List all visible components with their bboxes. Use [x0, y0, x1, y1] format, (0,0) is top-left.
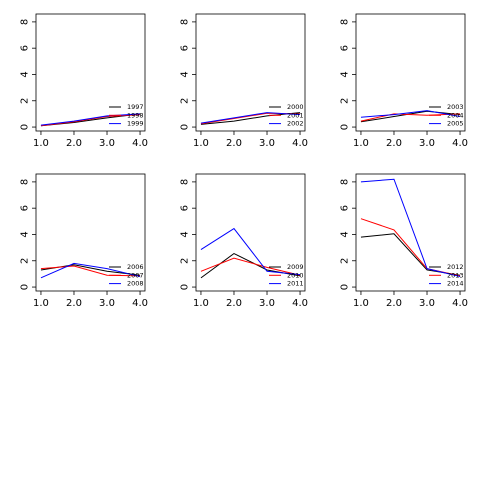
legend-label-2000: 2000	[287, 103, 304, 111]
legend-label-2001: 2001	[287, 111, 304, 119]
x-tick-label: 3.0	[419, 138, 435, 149]
axes-frame	[195, 173, 306, 292]
y-tick-label: 0	[340, 124, 351, 130]
series-line-2002	[200, 112, 301, 124]
series-line-2010	[200, 257, 301, 276]
y-tick-label: 6	[180, 45, 191, 51]
legend-label-2008: 2008	[127, 280, 144, 288]
legend-label-2002: 2002	[287, 120, 304, 128]
y-tick-label: 8	[180, 19, 191, 25]
x-tick-label: 2.0	[66, 298, 82, 309]
axes-frame	[355, 173, 466, 292]
x-tick-label: 3.0	[259, 298, 275, 309]
y-tick-label: 0	[180, 124, 191, 130]
legend-label-2003: 2003	[447, 103, 464, 111]
x-tick-label: 2.0	[226, 138, 242, 149]
x-tick-label: 1.0	[353, 298, 369, 309]
legend-label-2009: 2009	[287, 263, 304, 271]
y-tick-label: 6	[340, 205, 351, 211]
series-line-2000	[200, 112, 301, 125]
series-line-2014	[360, 178, 461, 278]
series-line-2011	[200, 227, 301, 276]
x-tick-label: 2.0	[226, 298, 242, 309]
legend-label-2004: 2004	[447, 111, 464, 119]
y-tick-label: 4	[340, 231, 351, 237]
legend-label-2005: 2005	[447, 120, 464, 128]
y-tick-label: 8	[340, 179, 351, 185]
y-tick-label: 2	[180, 98, 191, 104]
series-line-2003	[360, 110, 461, 123]
axes-frame	[355, 13, 466, 132]
y-tick-label: 8	[20, 179, 31, 185]
y-tick-label: 4	[180, 231, 191, 237]
series-line-2008	[40, 262, 141, 279]
y-tick-label: 6	[340, 45, 351, 51]
x-tick-label: 4.0	[132, 138, 148, 149]
x-tick-label: 3.0	[99, 298, 115, 309]
y-tick-label: 8	[20, 19, 31, 25]
y-tick-label: 0	[180, 284, 191, 290]
y-tick-label: 4	[20, 231, 31, 237]
y-tick-label: 2	[340, 258, 351, 264]
legend-label-1997: 1997	[127, 103, 144, 111]
x-tick-label: 1.0	[193, 138, 209, 149]
x-tick-label: 4.0	[452, 298, 468, 309]
x-tick-label: 1.0	[33, 138, 49, 149]
legend-label-2012: 2012	[447, 263, 464, 271]
y-tick-label: 4	[180, 71, 191, 77]
y-tick-label: 8	[340, 19, 351, 25]
y-tick-label: 6	[20, 45, 31, 51]
legend-label-2013: 2013	[447, 271, 464, 279]
x-tick-label: 3.0	[99, 138, 115, 149]
x-tick-label: 1.0	[193, 298, 209, 309]
legend-label-1999: 1999	[127, 120, 144, 128]
x-tick-label: 4.0	[452, 138, 468, 149]
y-tick-label: 2	[340, 98, 351, 104]
series-line-2005	[360, 110, 461, 118]
x-tick-label: 2.0	[386, 298, 402, 309]
series-line-2007	[40, 265, 141, 277]
legend-label-2011: 2011	[287, 280, 304, 288]
y-tick-label: 8	[180, 179, 191, 185]
x-tick-label: 4.0	[292, 298, 308, 309]
x-tick-label: 3.0	[419, 298, 435, 309]
series-line-2004	[360, 113, 461, 122]
x-tick-label: 1.0	[353, 138, 369, 149]
y-tick-label: 4	[340, 71, 351, 77]
y-tick-label: 2	[20, 258, 31, 264]
x-tick-label: 2.0	[66, 138, 82, 149]
x-tick-label: 2.0	[386, 138, 402, 149]
x-tick-label: 4.0	[132, 298, 148, 309]
y-tick-label: 6	[20, 205, 31, 211]
legend-label-1998: 1998	[127, 111, 144, 119]
x-tick-label: 3.0	[259, 138, 275, 149]
y-tick-label: 6	[180, 205, 191, 211]
x-tick-label: 1.0	[33, 298, 49, 309]
axes-frame	[195, 13, 306, 132]
y-tick-label: 0	[20, 124, 31, 130]
series-line-1999	[40, 113, 141, 126]
series-line-1998	[40, 114, 141, 127]
y-tick-label: 0	[340, 284, 351, 290]
series-line-2012	[360, 233, 461, 276]
y-tick-label: 0	[20, 284, 31, 290]
axes-frame	[35, 13, 146, 132]
x-tick-label: 4.0	[292, 138, 308, 149]
legend-label-2014: 2014	[447, 280, 464, 288]
axes-frame	[35, 173, 146, 292]
y-tick-label: 2	[20, 98, 31, 104]
legend-label-2010: 2010	[287, 271, 304, 279]
y-tick-label: 4	[20, 71, 31, 77]
legend-label-2006: 2006	[127, 263, 144, 271]
series-line-2013	[360, 218, 461, 277]
legend-label-2007: 2007	[127, 271, 144, 279]
y-tick-label: 2	[180, 258, 191, 264]
